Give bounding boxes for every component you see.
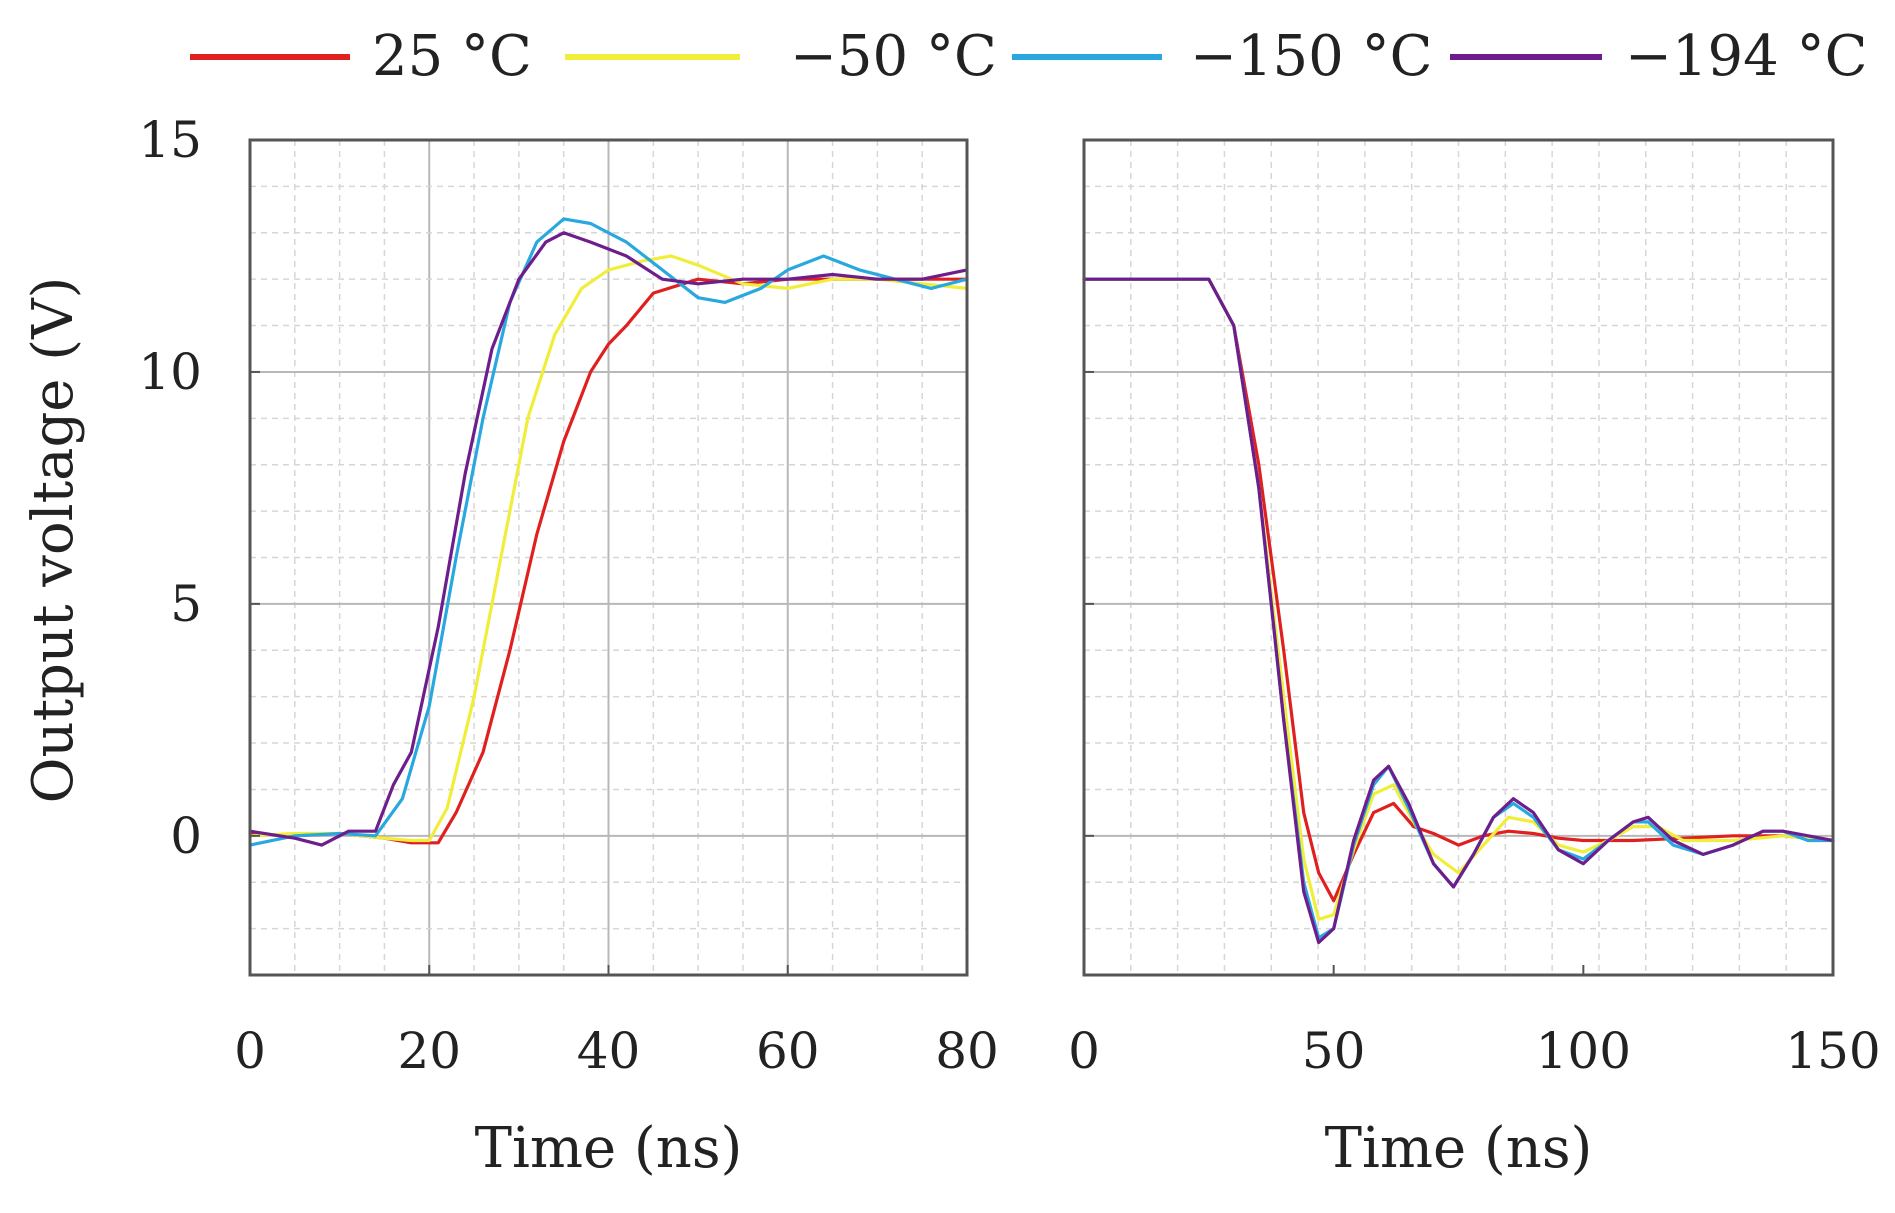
x-tick-label: 50: [1302, 1022, 1366, 1080]
x-axis-title: Time (ns): [1325, 1116, 1593, 1181]
x-axis-title: Time (ns): [475, 1116, 743, 1181]
legend-label-150: −150 °C: [1190, 24, 1432, 89]
x-tick-label: 20: [397, 1022, 461, 1080]
x-tick-label: 100: [1536, 1022, 1631, 1080]
legend: 25 °C −50 °C −150 °C −194 °C: [190, 24, 1867, 89]
x-tick-label: 40: [577, 1022, 641, 1080]
series-line-150: [248, 217, 969, 847]
x-tick-label: 0: [1068, 1022, 1100, 1080]
y-tick-label: 15: [138, 111, 202, 169]
x-tick-label: 80: [935, 1022, 999, 1080]
plot-frame: [1082, 138, 1835, 977]
left-chart-panel: 0 20 40 60 80 0 5 10 15 Time (ns): [138, 111, 998, 1181]
y-tick-label: 0: [170, 807, 202, 865]
y-tick-label: 10: [138, 343, 202, 401]
x-tick-label: 150: [1785, 1022, 1880, 1080]
x-tick-label: 60: [756, 1022, 820, 1080]
legend-label-25: 25 °C: [372, 24, 532, 89]
y-tick-label: 5: [170, 575, 202, 633]
x-tick-label: 0: [234, 1022, 266, 1080]
grid: [250, 140, 967, 975]
legend-label-50: −50 °C: [790, 24, 997, 89]
series-line-194: [1082, 277, 1835, 945]
series-line-194: [248, 231, 969, 847]
legend-label-194: −194 °C: [1625, 24, 1867, 89]
right-chart-panel: 0 50 100 150 Time (ns): [1068, 138, 1881, 1181]
y-axis-title: Output voltage (V): [21, 277, 86, 804]
series-line-50: [248, 254, 969, 843]
